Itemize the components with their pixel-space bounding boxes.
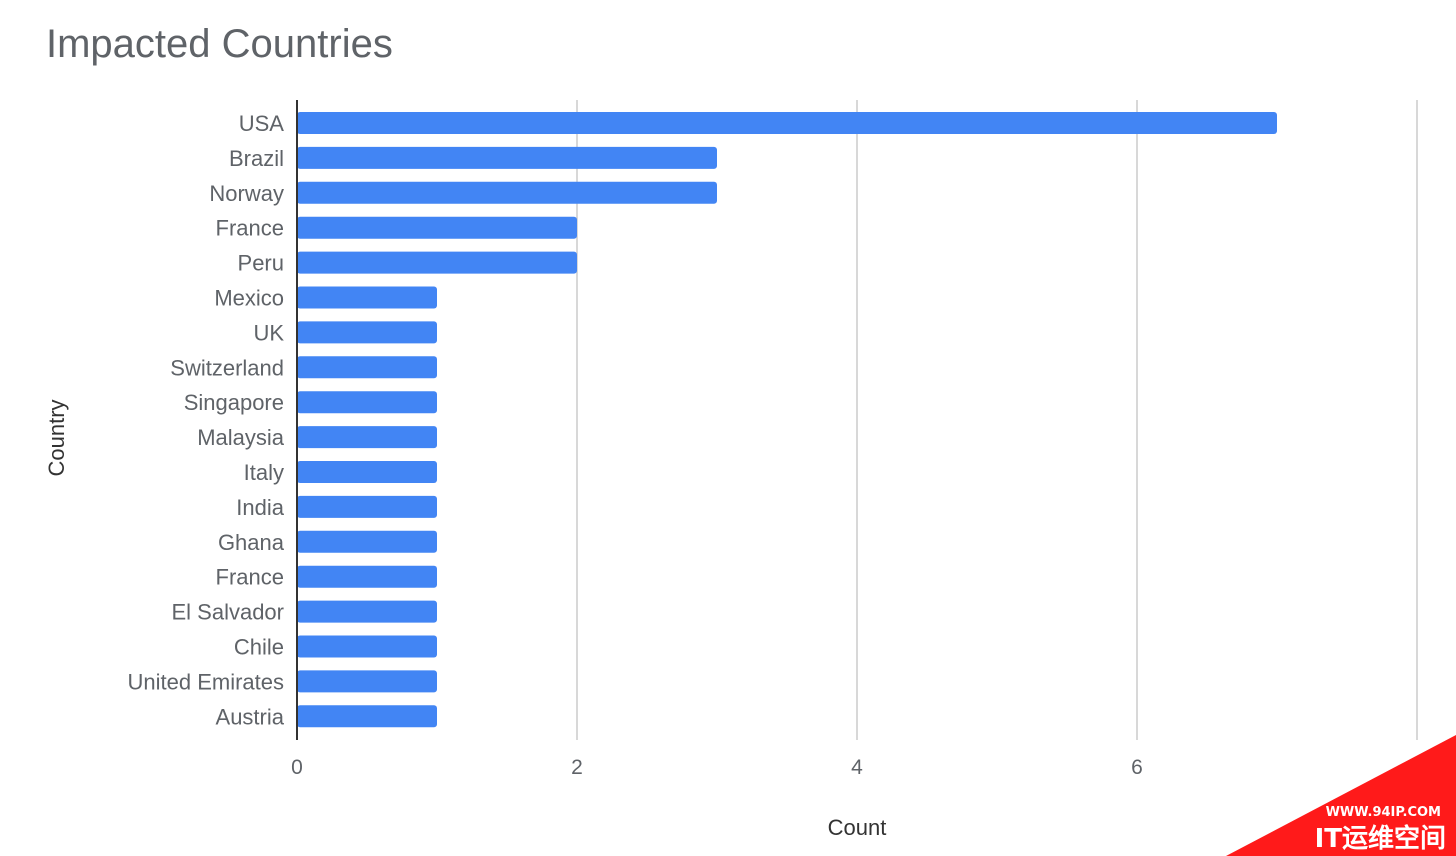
x-tick-label: 0 [291, 756, 303, 779]
watermark-url: WWW.94IP.COM [1326, 805, 1441, 820]
x-tick-label: 2 [571, 756, 583, 779]
category-label: El Salvador [171, 600, 284, 625]
x-tick-label: 6 [1131, 756, 1143, 779]
watermark-triangle [1226, 735, 1456, 856]
bar [297, 356, 437, 379]
category-label: Chile [234, 635, 284, 660]
bar [297, 426, 437, 449]
bars [297, 112, 1277, 728]
bar [297, 251, 577, 274]
chart-title: Impacted Countries [46, 22, 393, 66]
bar [297, 146, 717, 169]
bar [297, 461, 437, 483]
bar [297, 112, 1277, 134]
y-axis-title: Country [44, 399, 69, 476]
bar [297, 635, 437, 658]
category-label: Mexico [214, 286, 284, 311]
bar [297, 670, 437, 693]
category-label: Switzerland [170, 355, 284, 380]
x-tick-labels: 0 2 4 6 [291, 756, 1143, 779]
category-label: Brazil [229, 146, 284, 171]
bar [297, 321, 437, 344]
category-label: UK [253, 320, 284, 345]
bar [297, 181, 717, 204]
bar [297, 705, 437, 728]
category-label: Norway [209, 181, 284, 206]
category-label: Austria [216, 704, 285, 729]
category-label: United Emirates [127, 669, 284, 694]
gridlines [576, 100, 1418, 740]
category-label: Peru [238, 251, 284, 276]
category-label: Italy [244, 460, 284, 485]
category-label: India [236, 495, 284, 520]
bar [297, 286, 437, 309]
bar [297, 530, 437, 553]
category-label: USA [239, 111, 285, 136]
x-axis-title: Count [828, 815, 887, 840]
category-label: France [216, 565, 284, 590]
category-label: Singapore [184, 390, 284, 415]
bar [297, 216, 577, 239]
bar [297, 565, 437, 588]
category-labels: USA Brazil Norway France Peru Mexico UK Switzer… [127, 111, 284, 729]
bar [297, 391, 437, 414]
watermark: WWW.94IP.COM IT运维空间 [1226, 735, 1456, 856]
bar [297, 495, 437, 518]
category-label: Ghana [218, 530, 285, 555]
watermark-text: IT运维空间 [1315, 823, 1446, 854]
category-label: France [216, 216, 284, 241]
category-label: Malaysia [197, 425, 285, 450]
x-tick-label: 4 [851, 756, 863, 779]
bar [297, 600, 437, 623]
